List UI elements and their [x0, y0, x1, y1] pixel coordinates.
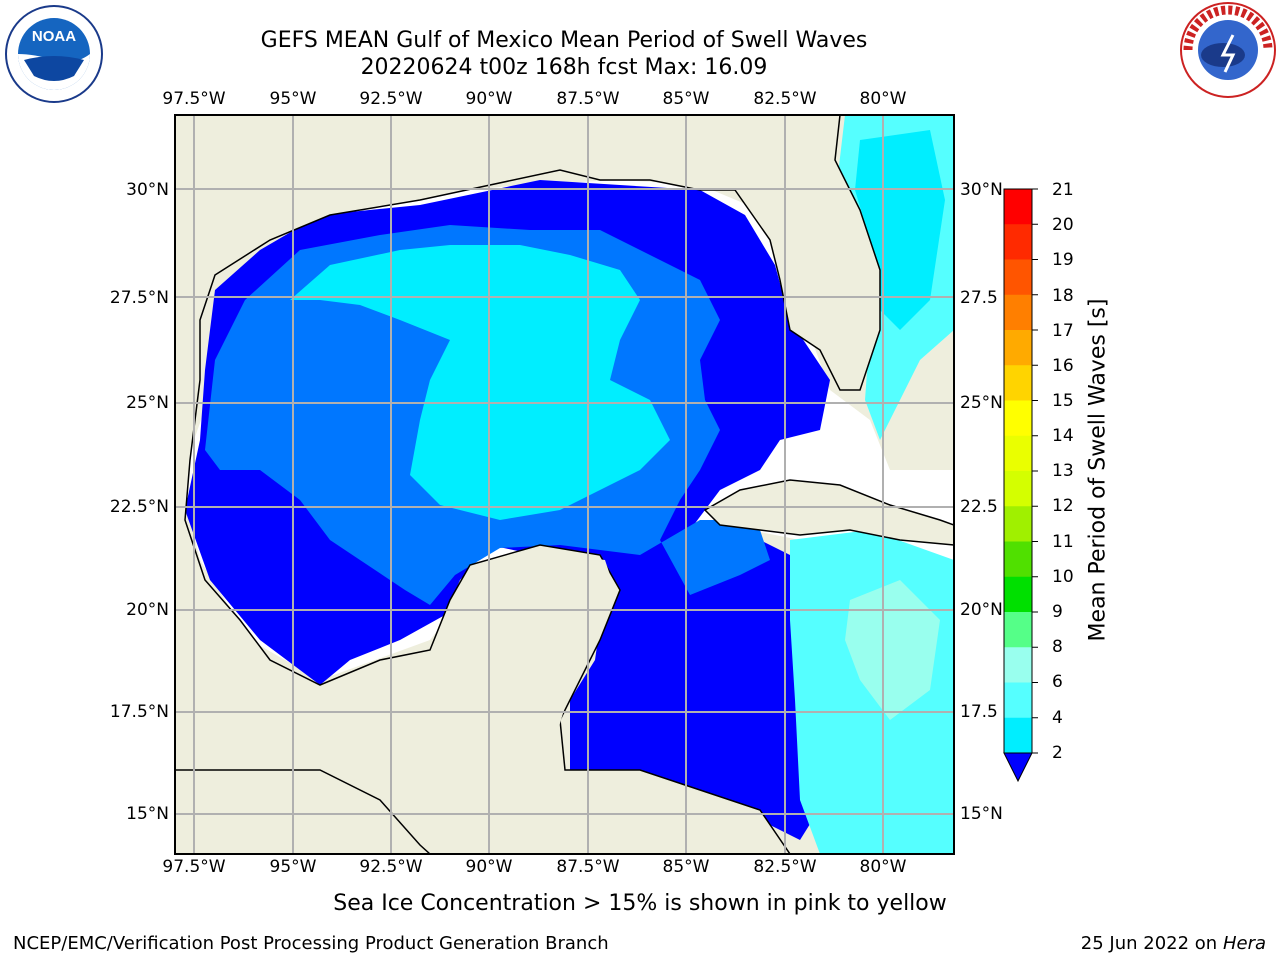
lat-label-right-20n: 20°N [960, 600, 1003, 620]
lat-label-right-17-5: 17.5 [960, 702, 998, 722]
lat-label-left-22-5n: 22.5°N [109, 497, 169, 517]
colorbar-segment [1004, 682, 1032, 719]
colorbar-segment [1004, 541, 1032, 578]
lon-label-top-92-5w: 92.5°W [359, 89, 423, 109]
lat-label-left-25n: 25°N [126, 393, 169, 413]
colorbar-tick-label: 14 [1052, 426, 1074, 446]
sea-ice-note: Sea Ice Concentration > 15% is shown in … [333, 891, 947, 916]
colorbar-tick-label: 6 [1052, 672, 1063, 692]
lat-label-left-30n: 30°N [126, 180, 169, 200]
lon-label-top-90w: 90°W [465, 89, 513, 109]
lon-label-top-87-5w: 87.5°W [556, 89, 620, 109]
lon-label-top-95w: 95°W [269, 89, 317, 109]
colorbar-tick-label: 8 [1052, 637, 1063, 657]
colorbar-segment [1004, 612, 1032, 648]
lat-label-left-15n: 15°N [126, 804, 169, 824]
colorbar-tick-label: 13 [1052, 461, 1074, 481]
lat-label-left-27-5n: 27.5°N [109, 288, 169, 308]
colorbar-segment [1004, 506, 1032, 542]
lon-label-bottom-92-5w: 92.5°W [359, 857, 423, 877]
colorbar-tick-label: 18 [1052, 286, 1074, 306]
colorbar-tick-label: 9 [1052, 602, 1063, 622]
colorbar-segment [1004, 294, 1032, 331]
colorbar-segment [1004, 576, 1032, 613]
lat-label-right-27-5: 27.5 [960, 288, 998, 308]
swell-region-cyan [290, 245, 670, 520]
colorbar-segment [1004, 647, 1032, 683]
chart-title: GEFS MEAN Gulf of Mexico Mean Period of … [260, 28, 868, 53]
lon-label-bottom-95w: 95°W [269, 857, 317, 877]
colorbar-segment [1004, 717, 1032, 754]
land-cuba [703, 479, 954, 546]
lat-label-right-22-5: 22.5 [960, 497, 998, 517]
svg-text:NOAA: NOAA [32, 28, 76, 45]
lon-label-top-85w: 85°W [662, 89, 710, 109]
lon-label-bottom-85w: 85°W [662, 857, 710, 877]
colorbar-tick-label: 12 [1052, 496, 1074, 516]
colorbar-tick-label: 2 [1052, 743, 1063, 763]
chart-subtitle: 20220624 t00z 168h fcst Max: 16.09 [360, 55, 768, 80]
colorbar-tick-label: 17 [1052, 321, 1074, 341]
land-pacific-coast [175, 769, 431, 854]
colorbar-tick-label: 20 [1052, 215, 1074, 235]
colorbar-segment [1004, 259, 1032, 296]
lat-label-left-17-5n: 17.5°N [109, 702, 169, 722]
lon-label-top-80w: 80°W [859, 89, 907, 109]
colorbar-segment [1004, 435, 1032, 472]
colorbar-tick-label: 11 [1052, 532, 1074, 552]
lon-label-top-97-5w: 97.5°W [162, 89, 226, 109]
colorbar-extend-arrow [1003, 752, 1033, 783]
colorbar-segment [1004, 400, 1032, 437]
lon-label-top-82-5w: 82.5°W [753, 89, 817, 109]
graticule [175, 115, 954, 854]
colorbar-tick-label: 16 [1052, 356, 1074, 376]
colorbar-title: Mean Period of Swell Waves [s] [1085, 298, 1111, 642]
colorbar-segment [1004, 330, 1032, 366]
lon-label-bottom-87-5w: 87.5°W [556, 857, 620, 877]
colorbar [1003, 188, 1038, 783]
footer-machine: Hera [1222, 933, 1266, 954]
colorbar-tick-label: 4 [1052, 708, 1063, 728]
colorbar-tick-label: 21 [1052, 180, 1074, 200]
lon-label-bottom-97-5w: 97.5°W [162, 857, 226, 877]
colorbar-tick-label: 19 [1052, 250, 1074, 270]
colorbar-segment [1004, 189, 1032, 225]
noaa-logo: NOAA [5, 5, 103, 103]
colorbar-segment [1004, 365, 1032, 401]
colorbar-segment [1004, 471, 1032, 507]
footer-date: 25 Jun 2022 on Hera [1081, 933, 1266, 954]
lon-label-bottom-90w: 90°W [465, 857, 513, 877]
lat-label-left-20n: 20°N [126, 600, 169, 620]
colorbar-segment [1004, 224, 1032, 260]
lat-label-right-25n: 25°N [960, 393, 1003, 413]
colorbar-tick-label: 15 [1052, 391, 1074, 411]
footer-date-text: 25 Jun 2022 on [1080, 933, 1218, 954]
lat-label-right-30n: 30°N [960, 180, 1003, 200]
lon-label-bottom-80w: 80°W [859, 857, 907, 877]
lat-label-right-15n: 15°N [960, 804, 1003, 824]
map-frame [174, 114, 955, 855]
national-weather-service-logo [1180, 2, 1276, 98]
footer-credit: NCEP/EMC/Verification Post Processing Pr… [13, 933, 609, 954]
swell-region-caribbean-light [845, 580, 940, 720]
lon-label-bottom-82-5w: 82.5°W [753, 857, 817, 877]
colorbar-tick-label: 10 [1052, 567, 1074, 587]
map-plot-area [175, 115, 954, 854]
land-yucatan-interior [420, 552, 615, 760]
